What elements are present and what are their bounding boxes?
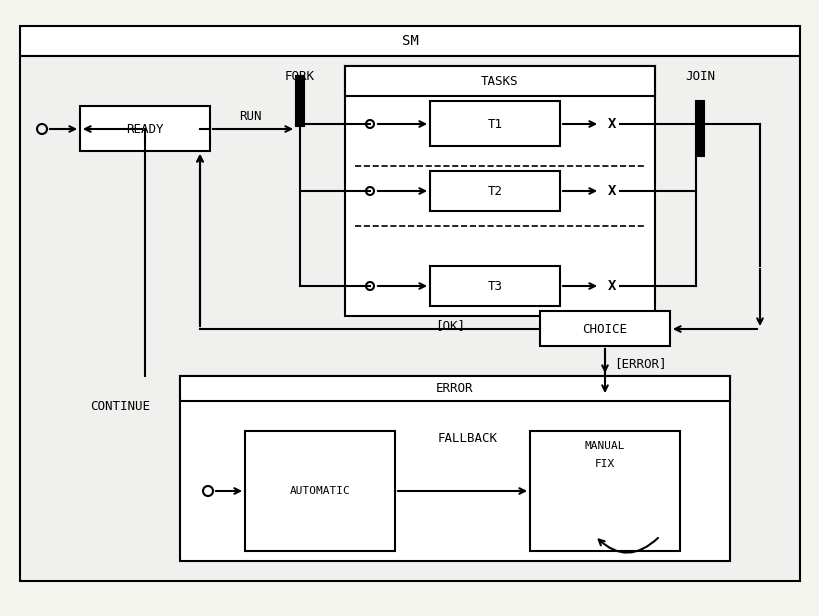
FancyBboxPatch shape [20,26,799,56]
Text: [ERROR]: [ERROR] [613,357,665,370]
FancyBboxPatch shape [180,376,729,561]
Text: X: X [607,279,615,293]
Text: FALLBACK: FALLBACK [437,431,497,445]
Text: RUN: RUN [238,110,261,123]
FancyBboxPatch shape [296,76,304,126]
Text: FORK: FORK [285,70,314,83]
FancyBboxPatch shape [245,431,395,551]
Text: ERROR: ERROR [436,381,473,394]
FancyBboxPatch shape [695,101,704,156]
Text: X: X [607,117,615,131]
FancyBboxPatch shape [345,66,654,316]
FancyBboxPatch shape [180,376,729,401]
Text: TASKS: TASKS [481,75,518,87]
FancyBboxPatch shape [429,171,559,211]
FancyBboxPatch shape [429,266,559,306]
Text: FIX: FIX [594,459,614,469]
Text: T3: T3 [487,280,502,293]
FancyBboxPatch shape [345,66,654,96]
Text: JOIN: JOIN [684,70,714,83]
Text: SM: SM [401,34,418,48]
Text: X: X [607,184,615,198]
FancyBboxPatch shape [540,311,669,346]
Text: CHOICE: CHOICE [581,323,627,336]
FancyBboxPatch shape [80,106,210,151]
FancyBboxPatch shape [20,56,799,581]
FancyBboxPatch shape [429,101,559,146]
Text: READY: READY [126,123,164,136]
Text: CONTINUE: CONTINUE [90,400,150,413]
Text: T2: T2 [487,185,502,198]
Text: MANUAL: MANUAL [584,441,624,451]
Text: T1: T1 [487,118,502,131]
Text: [OK]: [OK] [434,320,464,333]
FancyBboxPatch shape [529,431,679,551]
Text: AUTOMATIC: AUTOMATIC [289,486,350,496]
